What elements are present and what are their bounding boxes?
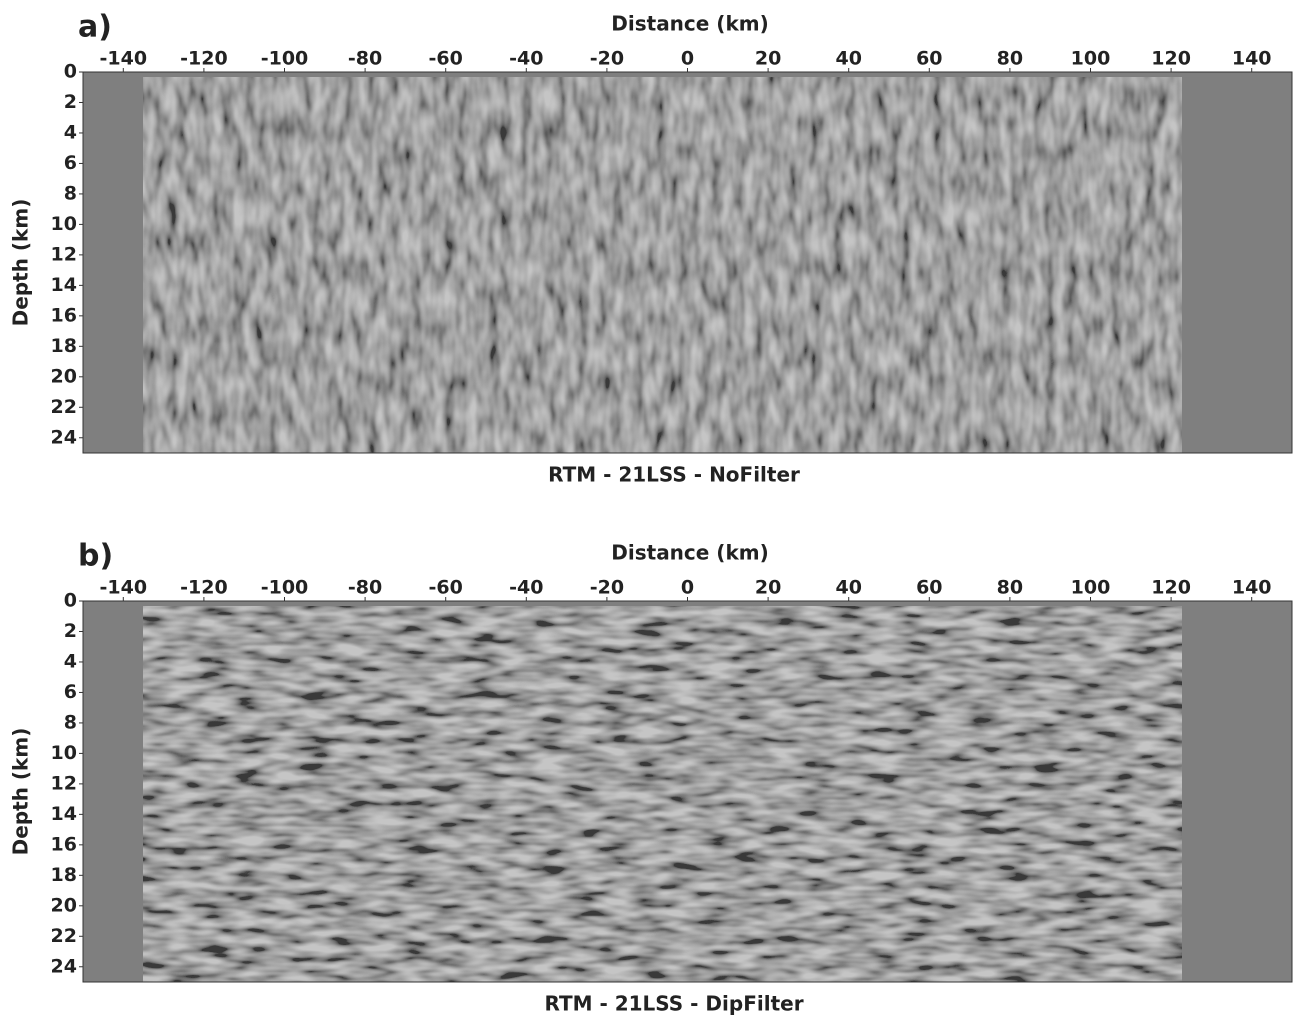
y-tick-label: 0 xyxy=(64,590,77,612)
seismic-texture xyxy=(143,77,1182,453)
panel-label: b) xyxy=(78,539,113,574)
y-axis-label: Depth (km) xyxy=(9,728,33,856)
y-tick-label: 10 xyxy=(51,213,77,235)
x-tick-label: 80 xyxy=(997,577,1023,599)
y-tick-label: 4 xyxy=(64,650,77,672)
y-tick-label: 6 xyxy=(64,152,77,174)
x-tick-label: -60 xyxy=(429,48,463,70)
x-tick-label: 60 xyxy=(916,48,942,70)
x-axis-label: Distance (km) xyxy=(611,541,768,565)
y-tick-label: 8 xyxy=(64,711,77,733)
x-tick-label: -100 xyxy=(261,577,309,599)
y-tick-label: 10 xyxy=(51,742,77,764)
y-tick-label: 22 xyxy=(51,925,77,947)
x-tick-label: 60 xyxy=(916,577,942,599)
y-tick-label: 12 xyxy=(51,772,77,794)
x-tick-label: -140 xyxy=(100,48,148,70)
x-tick-label: 40 xyxy=(835,577,861,599)
x-tick-label: -80 xyxy=(348,577,382,599)
y-tick-label: 2 xyxy=(64,91,77,113)
y-tick-label: 16 xyxy=(51,833,77,855)
x-tick-label: -120 xyxy=(180,577,228,599)
x-tick-label: 120 xyxy=(1151,48,1191,70)
x-tick-label: 0 xyxy=(681,577,694,599)
x-tick-label: 20 xyxy=(755,48,781,70)
x-tick-label: 80 xyxy=(997,48,1023,70)
y-tick-label: 12 xyxy=(51,243,77,265)
y-tick-label: 2 xyxy=(64,620,77,642)
x-tick-label: -140 xyxy=(100,577,148,599)
y-tick-label: 24 xyxy=(51,426,77,448)
y-tick-label: 20 xyxy=(51,365,77,387)
x-tick-label: -40 xyxy=(509,577,543,599)
y-tick-label: 14 xyxy=(51,803,77,825)
x-tick-label: 140 xyxy=(1232,48,1272,70)
y-tick-label: 14 xyxy=(51,274,77,296)
y-tick-label: 20 xyxy=(51,894,77,916)
caption: RTM - 21LSS - NoFilter xyxy=(548,463,800,487)
x-tick-label: -40 xyxy=(509,48,543,70)
y-tick-label: 24 xyxy=(51,955,77,977)
y-tick-label: 18 xyxy=(51,864,77,886)
y-tick-label: 16 xyxy=(51,304,77,326)
y-axis-label: Depth (km) xyxy=(9,199,33,327)
x-tick-label: -80 xyxy=(348,48,382,70)
x-tick-label: 100 xyxy=(1071,48,1111,70)
x-tick-label: 140 xyxy=(1232,577,1272,599)
x-tick-label: -20 xyxy=(590,48,624,70)
y-tick-label: 8 xyxy=(64,182,77,204)
x-tick-label: -20 xyxy=(590,577,624,599)
x-tick-label: -60 xyxy=(429,577,463,599)
x-tick-label: 0 xyxy=(681,48,694,70)
y-tick-label: 22 xyxy=(51,396,77,418)
x-tick-label: 40 xyxy=(835,48,861,70)
x-tick-label: -120 xyxy=(180,48,228,70)
y-tick-label: 6 xyxy=(64,681,77,703)
panel-label: a) xyxy=(78,10,112,45)
y-tick-label: 0 xyxy=(64,61,77,83)
x-tick-label: 100 xyxy=(1071,577,1111,599)
x-tick-label: 120 xyxy=(1151,577,1191,599)
x-tick-label: 20 xyxy=(755,577,781,599)
x-tick-label: -100 xyxy=(261,48,309,70)
x-axis-label: Distance (km) xyxy=(611,12,768,36)
seismic-texture xyxy=(143,606,1182,982)
y-tick-label: 18 xyxy=(51,335,77,357)
caption: RTM - 21LSS - DipFilter xyxy=(544,992,803,1016)
y-tick-label: 4 xyxy=(64,121,77,143)
